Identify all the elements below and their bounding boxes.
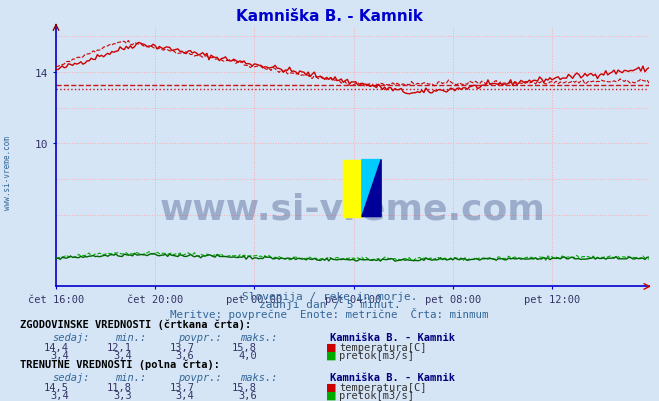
Text: 3,3: 3,3 [113, 390, 132, 400]
Text: 4,0: 4,0 [239, 350, 257, 360]
Text: povpr.:: povpr.: [178, 373, 221, 382]
Text: ■: ■ [326, 390, 337, 400]
Text: Kamniška B. - Kamnik: Kamniška B. - Kamnik [330, 332, 455, 342]
Text: min.:: min.: [115, 332, 146, 342]
Text: ■: ■ [326, 342, 337, 352]
Text: maks.:: maks.: [241, 373, 278, 382]
Text: 13,7: 13,7 [169, 382, 194, 392]
Text: www.si-vreme.com: www.si-vreme.com [3, 136, 13, 209]
Text: www.si-vreme.com: www.si-vreme.com [159, 192, 546, 226]
Polygon shape [362, 160, 381, 217]
Text: sedaj:: sedaj: [53, 332, 90, 342]
Text: 3,6: 3,6 [239, 390, 257, 400]
Text: povpr.:: povpr.: [178, 332, 221, 342]
Text: temperatura[C]: temperatura[C] [339, 342, 427, 352]
Text: sedaj:: sedaj: [53, 373, 90, 382]
Text: TRENUTNE VREDNOSTI (polna črta):: TRENUTNE VREDNOSTI (polna črta): [20, 359, 219, 369]
Text: 12,1: 12,1 [107, 342, 132, 352]
Text: 11,8: 11,8 [107, 382, 132, 392]
Text: 3,4: 3,4 [176, 390, 194, 400]
Text: maks.:: maks.: [241, 332, 278, 342]
Text: 14,4: 14,4 [44, 342, 69, 352]
Text: 14,5: 14,5 [44, 382, 69, 392]
Text: pretok[m3/s]: pretok[m3/s] [339, 350, 415, 360]
Text: Kamniška B. - Kamnik: Kamniška B. - Kamnik [236, 8, 423, 24]
Text: ZGODOVINSKE VREDNOSTI (črtkana črta):: ZGODOVINSKE VREDNOSTI (črtkana črta): [20, 319, 251, 329]
Text: temperatura[C]: temperatura[C] [339, 382, 427, 392]
Text: 15,8: 15,8 [232, 382, 257, 392]
Text: min.:: min.: [115, 373, 146, 382]
Text: ■: ■ [326, 382, 337, 392]
Text: 3,4: 3,4 [113, 350, 132, 360]
Bar [343, 160, 362, 217]
Text: zadnji dan / 5 minut.: zadnji dan / 5 minut. [258, 299, 401, 309]
Text: 3,4: 3,4 [51, 350, 69, 360]
Text: pretok[m3/s]: pretok[m3/s] [339, 390, 415, 400]
Text: Meritve: povprečne  Enote: metrične  Črta: minmum: Meritve: povprečne Enote: metrične Črta:… [170, 307, 489, 319]
Text: Kamniška B. - Kamnik: Kamniška B. - Kamnik [330, 373, 455, 382]
Text: 13,7: 13,7 [169, 342, 194, 352]
Text: 15,8: 15,8 [232, 342, 257, 352]
Text: 3,6: 3,6 [176, 350, 194, 360]
Text: Slovenija / reke in morje.: Slovenija / reke in morje. [242, 291, 417, 301]
Text: 3,4: 3,4 [51, 390, 69, 400]
Text: ■: ■ [326, 350, 337, 360]
Polygon shape [362, 160, 381, 217]
